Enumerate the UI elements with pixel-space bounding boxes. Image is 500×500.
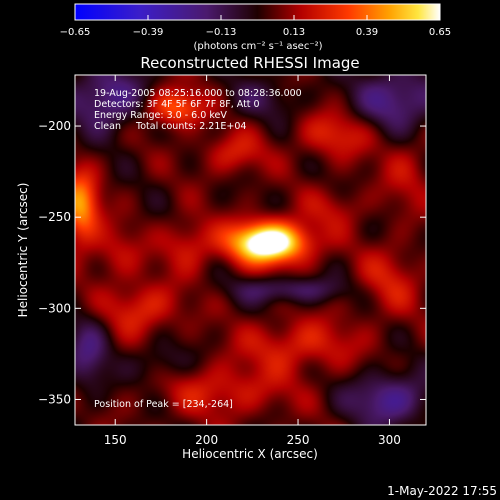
heatmap-image bbox=[75, 75, 426, 425]
heatmap-container bbox=[75, 75, 426, 425]
footer-timestamp: 1-May-2022 17:55 bbox=[387, 484, 497, 498]
colorbar-tick-label: −0.65 bbox=[60, 27, 91, 38]
x-axis-label: Heliocentric X (arcsec) bbox=[182, 447, 318, 461]
y-axis-ticks: −200 −250 −300 −350 bbox=[38, 119, 426, 406]
plot-frame bbox=[74, 74, 427, 426]
colorbar bbox=[74, 3, 441, 21]
x-tick-label: 150 bbox=[104, 433, 127, 447]
x-tick-label: 250 bbox=[287, 433, 310, 447]
colorbar-tick-label: 0.13 bbox=[283, 27, 305, 38]
x-tick-label: 300 bbox=[378, 433, 401, 447]
x-tick-label: 200 bbox=[195, 433, 218, 447]
y-tick-label: −250 bbox=[38, 210, 71, 224]
y-tick-label: −350 bbox=[38, 392, 71, 406]
colorbar-tick-label: 0.65 bbox=[429, 27, 451, 38]
y-tick-label: −300 bbox=[38, 301, 71, 315]
annotation-block: 19-Aug-2005 08:25:16.000 to 08:28:36.000… bbox=[94, 88, 302, 132]
colorbar-unit-label: (photons cm⁻² s⁻¹ asec⁻²) bbox=[193, 41, 322, 52]
x-axis-ticks: 150 200 250 300 bbox=[104, 75, 401, 447]
y-tick-label: −200 bbox=[38, 119, 71, 133]
annotation-time-range: 19-Aug-2005 08:25:16.000 to 08:28:36.000 bbox=[94, 88, 302, 99]
colorbar-ticks: −0.65 −0.39 −0.13 0.13 0.39 0.65 bbox=[60, 15, 451, 38]
colorbar-tick-label: −0.13 bbox=[206, 27, 237, 38]
colorbar-tick-label: 0.39 bbox=[356, 27, 378, 38]
annotation-energy-range: Energy Range: 3.0 - 6.0 keV bbox=[94, 110, 227, 121]
colorbar-tick-label: −0.39 bbox=[133, 27, 164, 38]
annotation-detectors: Detectors: 3F 4F 5F 6F 7F 8F, Att 0 bbox=[94, 99, 260, 110]
peak-position-label: Position of Peak = [234,-264] bbox=[94, 399, 233, 410]
chart-title: Reconstructed RHESSI Image bbox=[140, 54, 359, 72]
annotation-clean-counts: Clean Total counts: 2.21E+04 bbox=[94, 121, 246, 132]
y-axis-label: Heliocentric Y (arcsec) bbox=[16, 183, 30, 318]
